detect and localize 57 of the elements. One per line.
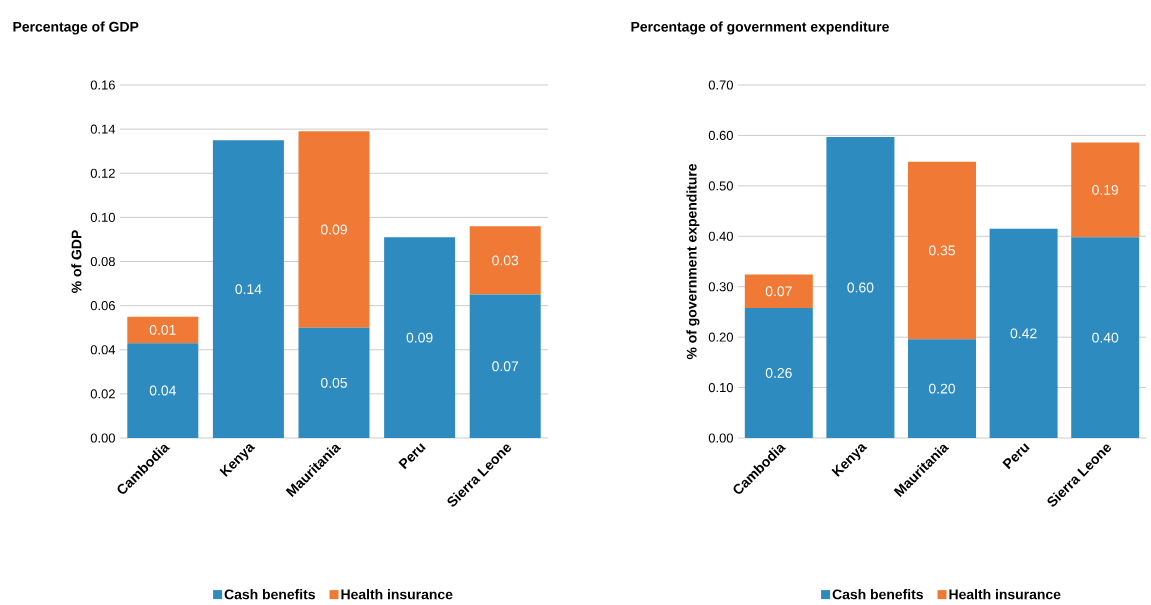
- bar: [826, 136, 895, 438]
- data-label: 0.04: [149, 385, 176, 396]
- data-label: 0.35: [928, 245, 955, 256]
- bar: [908, 339, 977, 438]
- y-tick-label: 0.30: [708, 282, 733, 292]
- bar: [127, 316, 199, 344]
- bar: [469, 226, 541, 295]
- y-tick-label: 0.00: [90, 433, 115, 443]
- bar: [127, 343, 199, 438]
- chart-title: Percentage of GDP: [13, 21, 139, 35]
- y-tick-label: 0.00: [708, 433, 733, 443]
- y-tick-label: 0.16: [90, 80, 115, 90]
- chart-title: Percentage of government expenditure: [631, 21, 889, 35]
- y-tick-label: 0.06: [90, 301, 115, 311]
- bar: [1071, 237, 1140, 438]
- y-tick-label: 0.04: [90, 345, 116, 355]
- data-label: 0.07: [492, 361, 519, 372]
- data-label: 0.26: [765, 368, 792, 378]
- y-tick-label: 0.10: [90, 212, 115, 222]
- bar: [384, 237, 456, 438]
- y-tick-label: 0.40: [708, 231, 733, 241]
- data-label: 0.60: [847, 282, 874, 293]
- bar: [469, 294, 541, 438]
- data-label: 0.09: [406, 332, 433, 343]
- bar: [744, 274, 813, 308]
- data-label: 0.14: [235, 284, 262, 295]
- legend-label: Health insurance: [341, 589, 453, 600]
- y-tick-label: 0.12: [90, 168, 115, 178]
- data-label: 0.20: [928, 383, 956, 394]
- y-tick-label: 0.10: [708, 382, 733, 393]
- bar: [298, 131, 370, 328]
- y-tick-label: 0.02: [90, 389, 115, 399]
- data-label: 0.40: [1092, 332, 1119, 343]
- bar: [212, 140, 284, 438]
- y-tick-label: 0.50: [708, 181, 733, 191]
- data-label: 0.03: [492, 255, 519, 266]
- legend-label: Cash benefits: [832, 589, 923, 600]
- data-label: 0.05: [320, 377, 347, 388]
- legend-label: Health insurance: [949, 589, 1061, 600]
- data-label: 0.07: [765, 286, 792, 297]
- y-axis-title: % of government expenditure: [686, 163, 700, 360]
- y-tick-label: 0.70: [708, 80, 733, 90]
- bar: [989, 228, 1058, 438]
- data-label: 0.42: [1010, 328, 1037, 339]
- data-label: 0.01: [149, 324, 176, 335]
- bar: [744, 307, 813, 438]
- y-tick-label: 0.60: [708, 130, 733, 141]
- data-label: 0.19: [1092, 184, 1119, 195]
- y-tick-label: 0.14: [90, 124, 116, 134]
- legend-label: Cash benefits: [224, 589, 315, 600]
- y-tick-label: 0.08: [90, 256, 115, 267]
- data-label: 0.09: [320, 224, 347, 235]
- y-tick-label: 0.20: [708, 332, 733, 342]
- bar: [908, 161, 977, 340]
- bar: [1071, 142, 1140, 238]
- bar: [298, 327, 370, 438]
- y-axis-title: % of GDP: [71, 230, 82, 293]
